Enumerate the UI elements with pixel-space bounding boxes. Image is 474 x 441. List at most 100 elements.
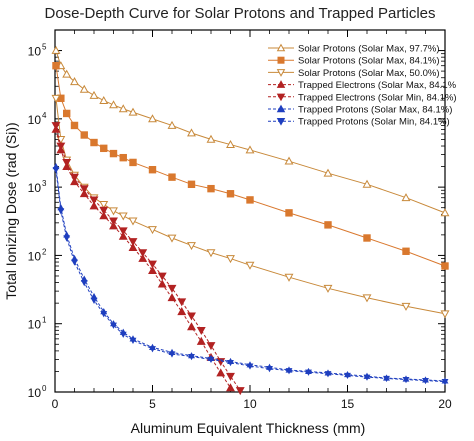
legend-label: Solar Protons (Solar Max, 97.7%) (298, 44, 440, 55)
data-point (51, 45, 61, 54)
y-tick-exponent: 0 (42, 384, 47, 393)
y-tick-exponent: 3 (42, 179, 47, 188)
data-point (246, 363, 254, 370)
data-point (402, 247, 410, 255)
x-tick-label: 0 (52, 397, 59, 411)
series-7 (52, 167, 449, 386)
x-tick-label: 5 (149, 397, 156, 411)
data-point (51, 122, 61, 131)
data-point (245, 261, 255, 270)
data-point (177, 298, 187, 307)
y-tick-label: 10 (28, 318, 42, 332)
data-point (109, 207, 118, 216)
data-point (118, 227, 128, 236)
series-line (55, 169, 446, 383)
data-point (187, 312, 196, 321)
data-point (323, 168, 333, 177)
data-point (305, 369, 312, 376)
data-point (148, 265, 157, 274)
data-point (100, 311, 108, 318)
data-point (441, 379, 449, 386)
data-point (79, 84, 89, 93)
y-tick-exponent: 1 (42, 316, 47, 325)
data-point (128, 238, 138, 247)
data-point (196, 326, 206, 335)
data-point (324, 221, 332, 229)
data-point (62, 159, 72, 168)
data-point (246, 196, 254, 204)
data-point (128, 107, 138, 116)
data-point (362, 179, 372, 188)
legend-marker (277, 56, 285, 64)
series-line (55, 98, 446, 315)
data-point (57, 208, 65, 215)
data-point (207, 356, 215, 364)
legend-label: Solar Protons (Solar Max, 50.0%) (298, 68, 440, 79)
data-point (401, 193, 411, 202)
data-point (187, 128, 196, 137)
series-2 (52, 62, 449, 270)
y-tick-exponent: 5 (42, 43, 47, 52)
data-point (187, 242, 196, 251)
legend-marker (276, 104, 286, 113)
data-point (70, 121, 79, 130)
data-point (148, 226, 157, 235)
data-point (440, 310, 450, 319)
data-point (226, 255, 235, 264)
data-point (89, 90, 99, 99)
data-point (235, 387, 245, 396)
data-point (128, 217, 138, 226)
legend-marker (276, 69, 286, 77)
data-point (52, 167, 60, 174)
y-tick-label: 10 (28, 45, 42, 59)
data-point (226, 139, 235, 148)
legend-marker (276, 117, 286, 126)
data-point (187, 322, 196, 331)
data-point (109, 149, 118, 158)
data-point (138, 249, 148, 258)
data-point (99, 206, 109, 215)
data-point (109, 221, 118, 230)
data-point (119, 331, 127, 338)
data-point (168, 351, 176, 358)
data-point (99, 211, 109, 220)
data-point (285, 209, 293, 217)
data-point (167, 120, 177, 129)
data-point (266, 366, 273, 373)
data-point (245, 145, 255, 154)
y-tick-label: 10 (28, 386, 42, 400)
legend-label: Trapped Protons (Solar Max, 84.1%) (298, 105, 452, 116)
data-point (63, 235, 71, 242)
data-point (422, 377, 429, 385)
data-point (284, 273, 294, 282)
x-tick-label: 10 (243, 397, 257, 411)
data-point (362, 294, 372, 303)
data-point (51, 94, 61, 103)
data-point (118, 231, 128, 240)
legend-label: Trapped Electrons (Solar Min, 84.1%) (298, 92, 457, 103)
data-point (70, 173, 79, 182)
data-point (441, 262, 449, 270)
data-point (128, 243, 138, 252)
data-point (401, 302, 411, 311)
data-point (402, 377, 410, 384)
data-point (285, 368, 293, 375)
data-point (363, 374, 371, 381)
data-point (63, 109, 71, 118)
data-point (324, 371, 332, 378)
data-point (206, 134, 216, 143)
series-5 (51, 122, 245, 396)
data-point (118, 212, 128, 221)
data-point (226, 190, 235, 198)
series-layer (51, 45, 450, 396)
data-point (89, 201, 99, 210)
data-point (110, 322, 117, 329)
legend: Solar Protons (Solar Max, 97.7%) Solar Pr… (268, 44, 457, 128)
y-axis-label: Total Ionizing Dose (rad (Si)) (3, 122, 19, 299)
data-point (157, 279, 167, 288)
x-tick-label: 20 (438, 397, 452, 411)
data-point (226, 383, 235, 392)
y-tick-label: 10 (28, 181, 42, 195)
